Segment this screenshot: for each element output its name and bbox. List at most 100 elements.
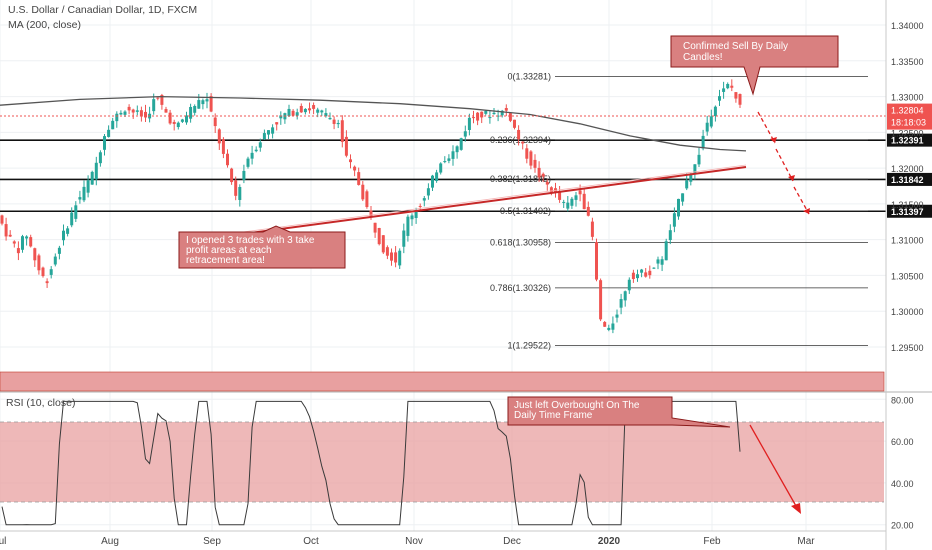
candle-body	[623, 291, 627, 301]
ma-legend: MA (200, close)	[8, 19, 81, 31]
candle-body	[578, 190, 582, 195]
candle-body	[459, 138, 463, 150]
time-tick-label: Sep	[203, 536, 221, 547]
candle-body	[164, 109, 168, 113]
time-tick-label: Dec	[503, 536, 521, 547]
candle-body	[111, 120, 115, 130]
candle-body	[418, 205, 422, 207]
candle-body	[201, 100, 205, 105]
candle-body	[373, 222, 377, 233]
candle-body	[0, 215, 4, 224]
candle-body	[439, 163, 443, 173]
candle-body	[254, 149, 258, 152]
rsi-axis: 80.00 60.00 40.00 20.00	[891, 395, 914, 530]
candle-body	[726, 83, 730, 89]
candle-body	[496, 115, 500, 117]
candle-body	[500, 110, 504, 116]
candle-body	[8, 234, 12, 237]
candle-body	[279, 115, 283, 119]
candle-body	[21, 236, 24, 250]
candle-body	[644, 272, 648, 277]
candle-body	[455, 146, 459, 153]
rsi-arrow-head	[791, 503, 801, 514]
candle-body	[447, 158, 451, 161]
candle-body	[49, 269, 53, 275]
candle-body	[685, 180, 689, 189]
candle-body	[394, 252, 398, 263]
candle-body	[123, 111, 127, 115]
time-tick-label: Jul	[0, 536, 6, 547]
candle-body	[98, 152, 102, 164]
countdown-label: 18:18:03	[891, 118, 926, 128]
candle-body	[70, 212, 74, 226]
key-level-label: 1.31397	[891, 207, 924, 217]
candle-body	[107, 129, 111, 137]
candle-body	[33, 248, 37, 261]
candle-body	[144, 111, 147, 118]
candle-body	[431, 175, 434, 188]
candle-body	[328, 117, 332, 120]
candle-body	[119, 112, 123, 115]
rsi-legend: RSI (10, close)	[6, 397, 75, 409]
candle-body	[529, 151, 533, 166]
candle-body	[57, 247, 61, 254]
candle-body	[533, 159, 537, 168]
candle-body	[693, 164, 697, 174]
candle-body	[139, 110, 143, 117]
candle-body	[422, 198, 426, 201]
candle-body	[574, 195, 578, 200]
candle-body	[349, 159, 352, 163]
candle-body	[402, 230, 406, 247]
candle-body	[250, 152, 254, 159]
candle-body	[78, 197, 82, 200]
candle-body	[472, 117, 475, 119]
candle-body	[316, 109, 320, 113]
candle-body	[595, 242, 598, 280]
candle-body	[176, 122, 180, 128]
candle-body	[103, 136, 106, 150]
candle-body	[66, 228, 70, 234]
candle-body	[312, 105, 316, 109]
candle-body	[451, 151, 455, 159]
rsi-tick-label: 40.00	[891, 479, 914, 489]
candle-body	[586, 206, 590, 216]
candle-body	[217, 129, 221, 144]
candle-body	[570, 198, 574, 206]
candle-body	[648, 270, 652, 276]
time-tick-label: Aug	[101, 536, 119, 547]
candle-body	[127, 106, 131, 111]
candle-body	[86, 180, 90, 193]
price-tick-label: 1.34000	[891, 21, 924, 31]
candle-body	[226, 153, 229, 166]
candle-body	[381, 235, 385, 253]
candle-body	[172, 121, 176, 124]
fib-level-label: 0.786(1.30326)	[490, 283, 551, 293]
candle-body	[324, 113, 328, 117]
callout-rsi-text: Just left Overbought On The Daily Time Fr…	[514, 400, 640, 421]
candle-body	[303, 108, 307, 113]
candle-body	[672, 213, 676, 227]
candle-body	[287, 108, 291, 117]
candle-body	[320, 110, 324, 113]
candle-body	[463, 131, 467, 137]
key-level-tag	[887, 172, 932, 186]
candle-body	[242, 170, 246, 180]
fib-level-label: 1(1.29522)	[507, 340, 551, 350]
rsi-arrow	[749, 424, 797, 507]
candlesticks	[0, 79, 742, 334]
candle-body	[668, 230, 672, 241]
candle-body	[713, 106, 717, 117]
candle-body	[41, 267, 45, 277]
candle-body	[16, 248, 20, 254]
candle-body	[705, 122, 709, 132]
candle-body	[738, 94, 742, 105]
candle-body	[492, 112, 496, 115]
time-tick-label: 2020	[598, 536, 621, 547]
candle-body	[566, 202, 570, 209]
candle-body	[115, 113, 119, 122]
candle-body	[238, 187, 242, 200]
candle-body	[615, 314, 619, 318]
candle-body	[677, 198, 680, 217]
candle-body	[45, 281, 49, 284]
